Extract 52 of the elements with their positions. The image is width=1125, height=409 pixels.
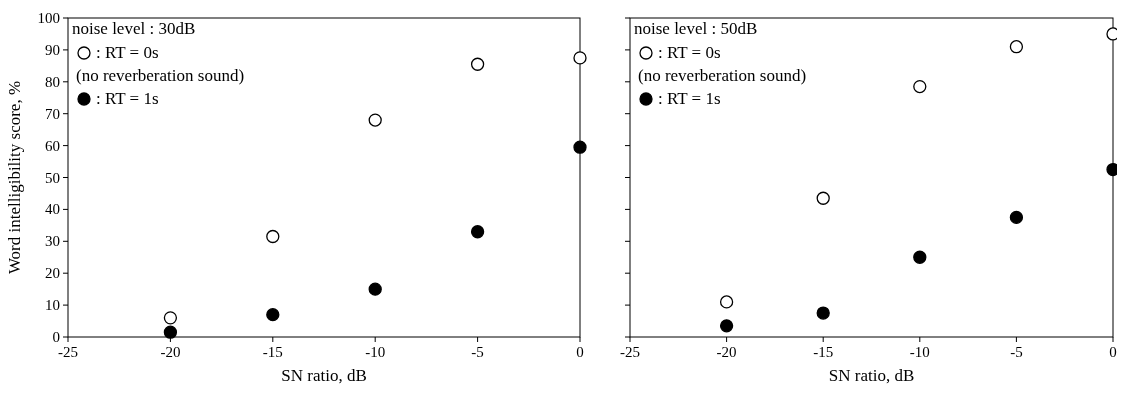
point <box>1009 40 1024 54</box>
point <box>368 282 382 296</box>
point <box>816 191 830 205</box>
x-tick-label: -20 <box>716 344 737 360</box>
x-axis-title: SN ratio, dB <box>281 366 367 385</box>
y-tick-label: 90 <box>45 41 60 58</box>
annotation: (no reverberation sound) <box>76 66 245 85</box>
point <box>573 140 587 154</box>
x-tick-label: -5 <box>471 344 484 360</box>
x-tick-label: -10 <box>365 344 386 360</box>
x-tick-label: -15 <box>813 344 834 360</box>
x-tick-label: -15 <box>262 344 283 360</box>
y-tick-label: 20 <box>45 265 60 282</box>
legend-label: : RT = 0s <box>96 43 159 62</box>
point <box>163 311 178 325</box>
x-tick-label: -20 <box>160 344 181 360</box>
y-tick-label: 40 <box>45 201 60 218</box>
x-axis-title: SN ratio, dB <box>828 366 915 385</box>
point <box>719 295 734 309</box>
point <box>163 325 178 339</box>
y-tick-label: 50 <box>45 169 60 186</box>
point <box>913 250 927 264</box>
point <box>470 225 485 239</box>
x-tick-label: -5 <box>1010 344 1023 360</box>
y-tick-label: 0 <box>52 329 60 345</box>
point <box>266 308 280 322</box>
point <box>368 113 382 127</box>
y-tick-label: 10 <box>45 297 60 314</box>
point <box>573 51 587 65</box>
y-tick-label: 70 <box>45 105 60 122</box>
legend-label: : RT = 1s <box>96 89 159 108</box>
y-tick-label: 30 <box>45 233 60 250</box>
x-tick-label: 0 <box>1109 344 1117 360</box>
x-tick-label: -25 <box>620 344 640 360</box>
point <box>266 229 280 244</box>
x-tick-label: -10 <box>909 344 930 360</box>
point <box>913 79 927 94</box>
y-axis-title: Word intelligibility score, % <box>5 80 24 275</box>
legend-title: noise level : 50dB <box>634 19 758 38</box>
x-tick-label: 0 <box>576 344 584 360</box>
y-tick-label: 80 <box>45 73 60 90</box>
x-tick-label: -25 <box>58 344 78 360</box>
point <box>719 319 734 333</box>
point <box>816 306 830 320</box>
point <box>1009 210 1024 225</box>
point <box>470 57 485 71</box>
annotation: (no reverberation sound) <box>638 66 807 85</box>
y-tick-label: 60 <box>45 137 60 154</box>
legend-label: : RT = 1s <box>658 89 721 108</box>
y-tick-label: 100 <box>37 10 60 26</box>
legend-label: : RT = 0s <box>658 43 721 62</box>
legend-title: noise level : 30dB <box>72 19 196 38</box>
